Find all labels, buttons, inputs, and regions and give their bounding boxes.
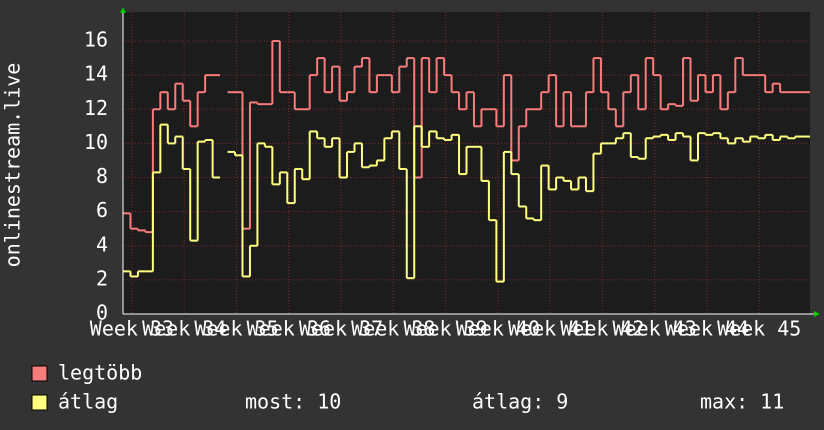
y-tick-label: 10 <box>84 130 108 154</box>
legend-label: átlag <box>58 390 118 414</box>
legend-label: legtöbb <box>58 361 142 385</box>
x-tick-label: Week 39 <box>403 317 487 341</box>
stat-label: max: <box>700 390 748 414</box>
y-tick-label: 12 <box>84 96 108 120</box>
legend-swatch <box>31 365 48 382</box>
x-tick-label: Week 33 <box>90 317 174 341</box>
y-tick-label: 0 <box>96 301 108 325</box>
x-tick-label: Week 37 <box>299 317 383 341</box>
stat-label: átlag: <box>472 390 544 414</box>
stat-value: 9 <box>556 390 568 414</box>
x-tick-label: Week 41 <box>508 317 592 341</box>
stat-value: 10 <box>317 390 341 414</box>
y-tick-label: 8 <box>96 164 108 188</box>
x-tick-label: Week 43 <box>613 317 697 341</box>
legend-swatch <box>31 394 48 411</box>
x-axis-arrow <box>814 311 820 317</box>
y-axis-arrow <box>120 7 126 13</box>
x-tick-label: Week 38 <box>351 317 435 341</box>
y-tick-label: 6 <box>96 198 108 222</box>
stat-value: 11 <box>760 390 784 414</box>
x-tick-label: Week 40 <box>456 317 540 341</box>
y-axis-label: onlinestream.live <box>1 63 25 268</box>
x-tick-label: Week 44 <box>665 317 749 341</box>
stat-label: most: <box>245 390 305 414</box>
x-tick-label: Week 42 <box>560 317 644 341</box>
y-tick-label: 4 <box>96 232 108 256</box>
y-tick-label: 2 <box>96 266 108 290</box>
x-tick-label: Week 36 <box>247 317 331 341</box>
y-tick-label: 16 <box>84 28 108 52</box>
x-tick-label: Week 35 <box>194 317 278 341</box>
x-tick-label: Week 45 <box>717 317 801 341</box>
y-tick-label: 14 <box>84 62 108 86</box>
x-tick-label: Week 34 <box>142 317 226 341</box>
